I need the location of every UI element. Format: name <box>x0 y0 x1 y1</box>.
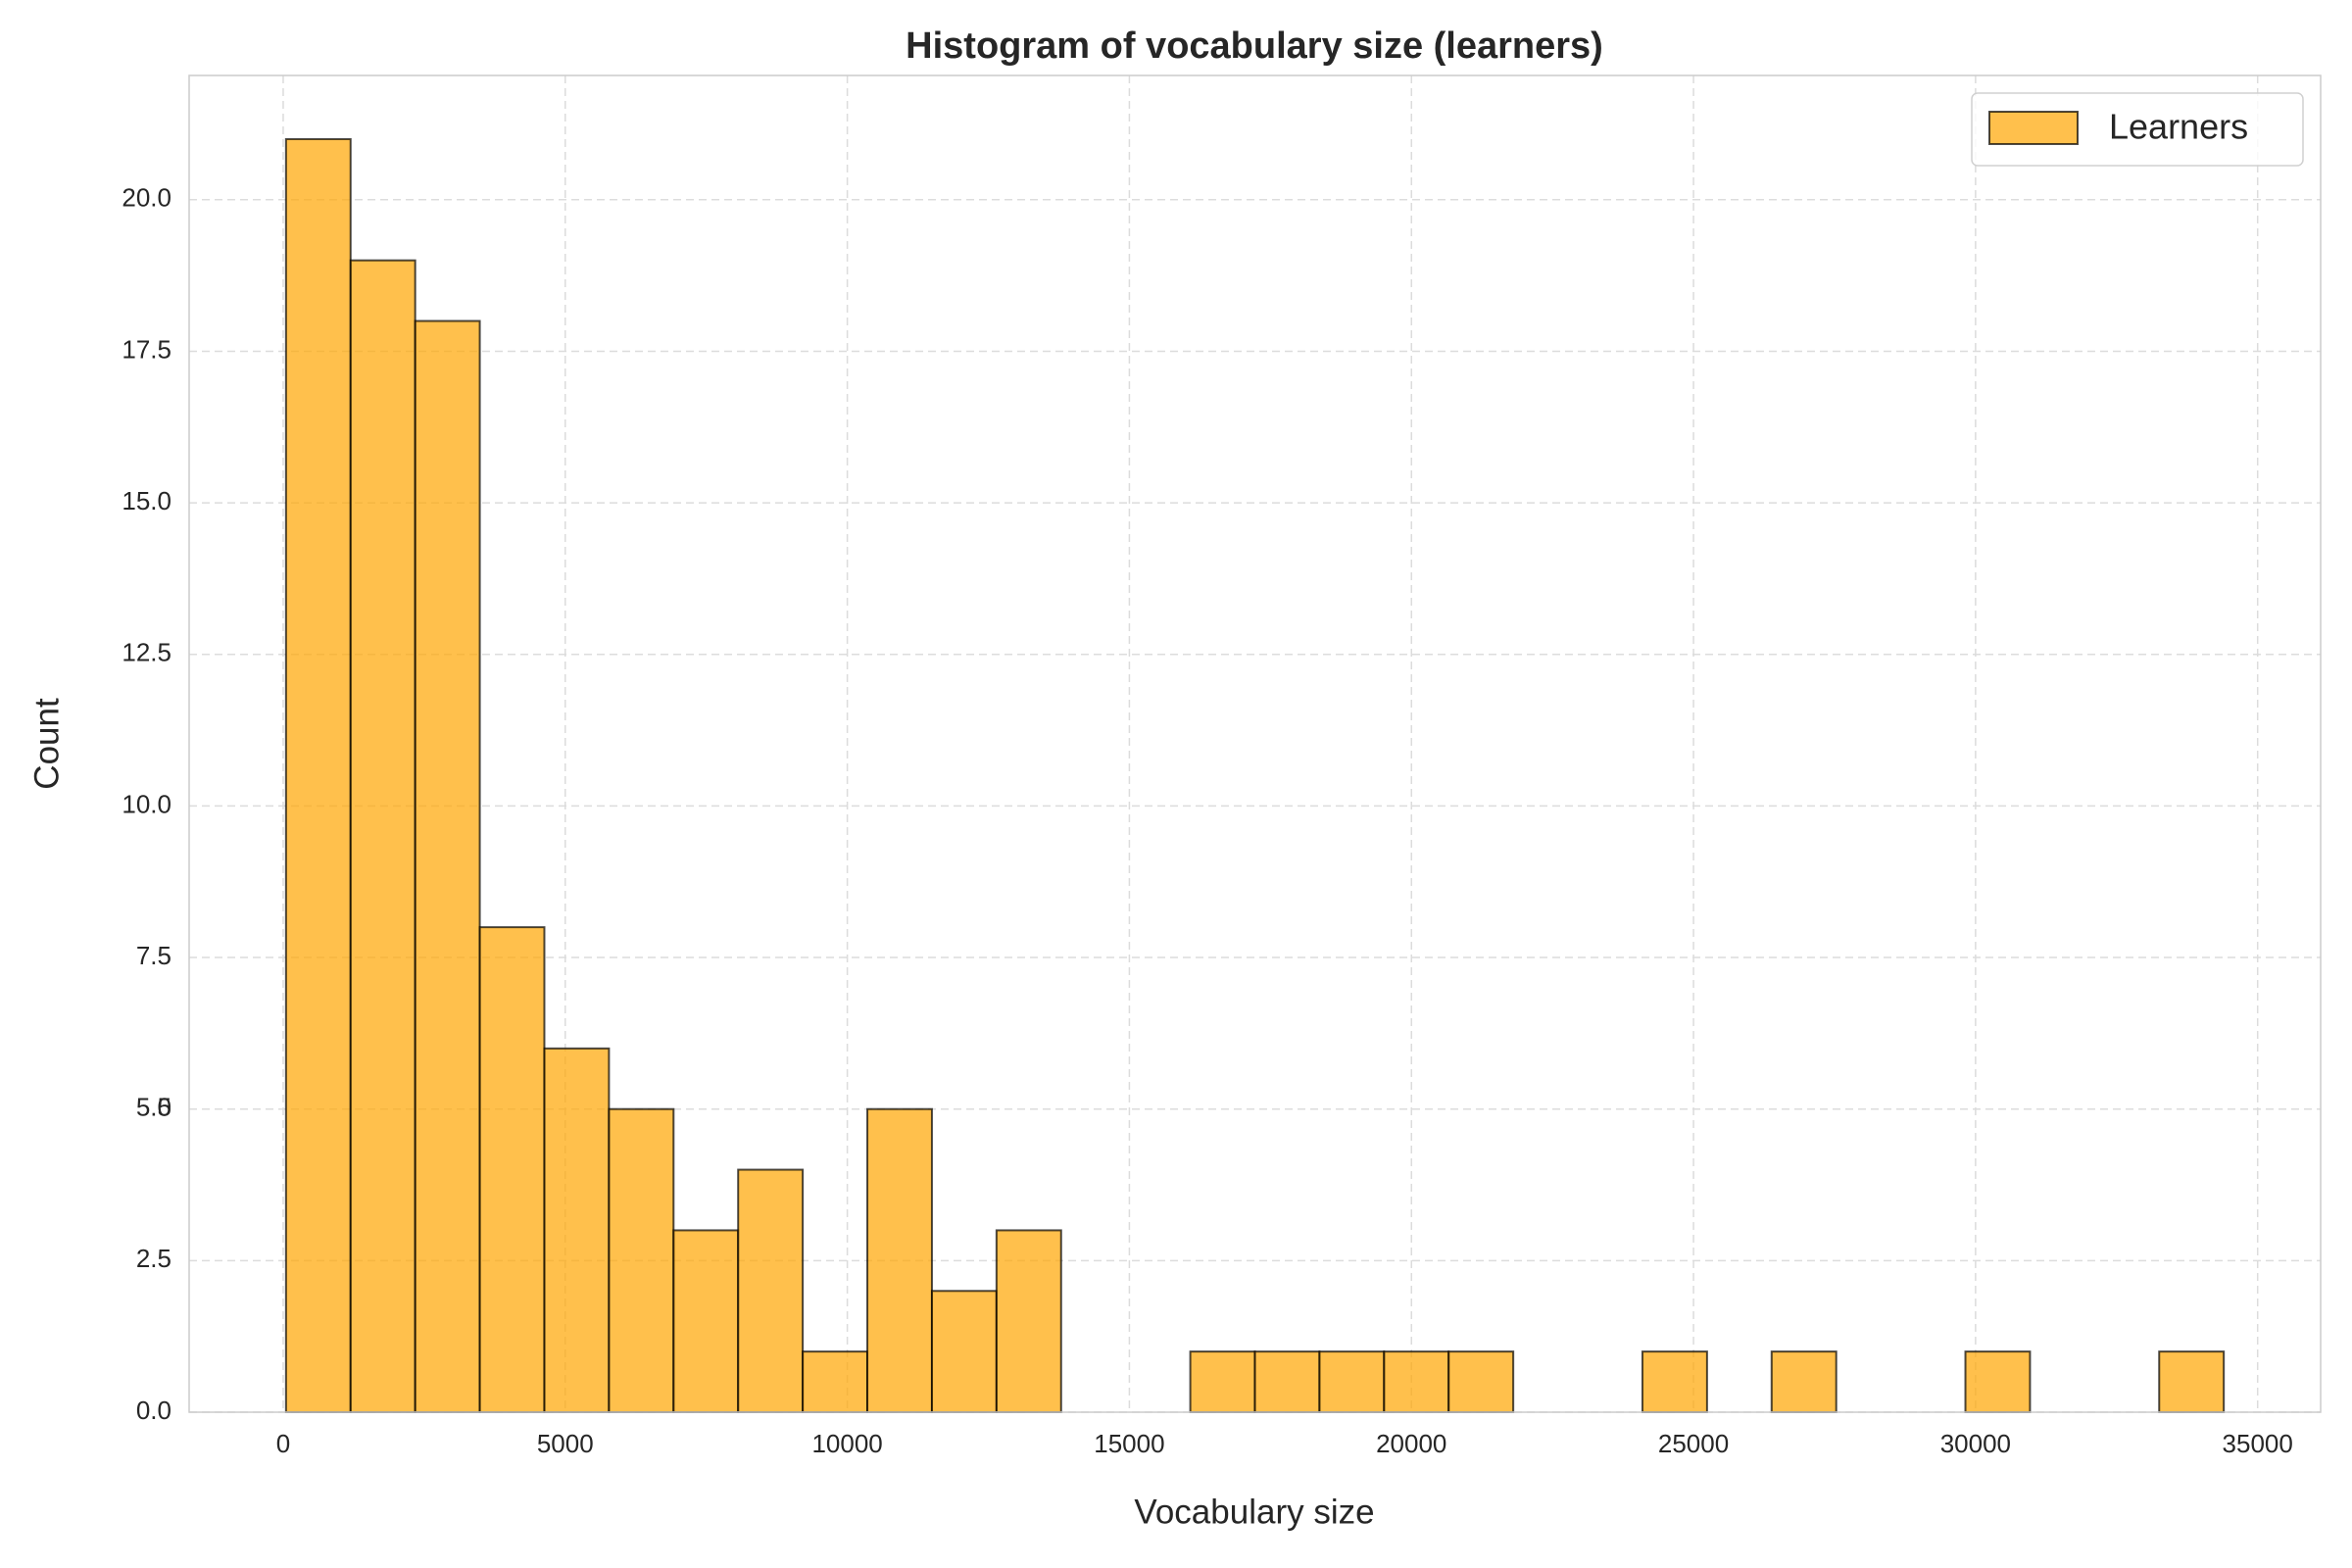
y-tick-label: 2.5 <box>136 1244 172 1273</box>
y-tick-label: 12.5 <box>122 638 172 667</box>
bar <box>478 926 546 1413</box>
y-tick-label: 5 <box>158 1093 172 1122</box>
x-tick-label: 25000 <box>1658 1429 1729 1458</box>
x-tick-label: 30000 <box>1940 1429 2011 1458</box>
bar <box>1447 1350 1515 1414</box>
bar <box>1383 1350 1450 1414</box>
bar <box>866 1107 933 1414</box>
bar <box>2158 1350 2226 1414</box>
bar <box>672 1229 740 1413</box>
bar <box>1964 1350 2032 1414</box>
y-tick-label: 0.0 <box>136 1396 172 1425</box>
x-tick-label: 35000 <box>2223 1429 2293 1458</box>
bar <box>995 1229 1062 1413</box>
bar <box>608 1107 675 1414</box>
legend-label: Learners <box>2109 107 2248 147</box>
x-tick-label: 20000 <box>1376 1429 1446 1458</box>
bar <box>802 1350 869 1414</box>
bar <box>1253 1350 1321 1414</box>
bar <box>737 1168 805 1414</box>
y-tick-label: 5.0 <box>136 1093 172 1122</box>
bar <box>1189 1350 1256 1414</box>
legend: Learners <box>1971 92 2304 167</box>
bar <box>930 1290 998 1413</box>
bar <box>349 259 416 1414</box>
y-tick-label: 7.5 <box>136 941 172 970</box>
y-tick-label: 20.0 <box>122 183 172 213</box>
bar <box>1641 1350 1708 1414</box>
bar <box>543 1047 611 1413</box>
x-tick-label: 10000 <box>811 1429 882 1458</box>
legend-swatch <box>1988 111 2079 145</box>
y-tick-label: 10.0 <box>122 789 172 818</box>
bar <box>414 319 481 1413</box>
y-tick-label: 17.5 <box>122 334 172 364</box>
y-tick-label: 15.0 <box>122 486 172 515</box>
x-tick-label: 0 <box>276 1429 290 1458</box>
x-axis-label: Vocabulary size <box>1134 1493 1374 1531</box>
bar <box>1318 1350 1386 1414</box>
chart-title: Histogram of vocabulary size (learners) <box>906 25 1603 67</box>
x-tick-label: 15000 <box>1094 1429 1164 1458</box>
bar <box>284 137 352 1413</box>
bar <box>1770 1350 1838 1414</box>
x-tick-label: 5000 <box>537 1429 594 1458</box>
y-axis-label: Count <box>27 698 66 790</box>
plot-frame <box>188 74 2322 1413</box>
